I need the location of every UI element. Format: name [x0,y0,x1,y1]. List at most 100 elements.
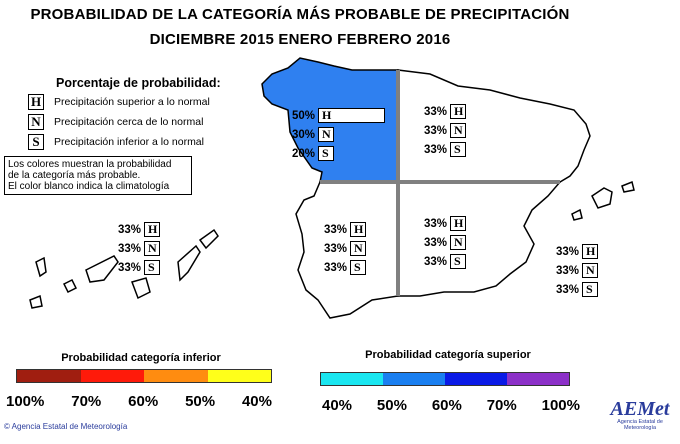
footer-copyright: © Agencia Estatal de Meteorología [4,422,128,431]
scale-superior-swatch-4 [507,373,569,385]
pct-n: 33% [324,242,348,255]
map-title: PROBABILIDAD DE LA CATEGORÍA MÁS PROBABL… [30,6,570,23]
legend-item-s: S Precipitación inferior a lo normal [28,134,258,150]
trio-canarias: 33% H 33% N 33% S [118,222,161,275]
scale-superior-tick-2: 50% [376,397,407,414]
island-fuerteventura [177,244,201,282]
prob-box-s: S [144,260,161,275]
prob-box-h: H [582,244,599,259]
legend-key-n: N [28,114,44,130]
scale-superior-swatch-3 [445,373,507,385]
pct-s: 33% [324,261,348,274]
legend-heading: Porcentaje de probabilidad: [56,76,221,90]
scale-inferior-tick-3: 60% [128,393,159,410]
legend-text-s: Precipitación inferior a lo normal [54,136,204,148]
prob-box-s: S [318,146,335,161]
scale-superior-bar [320,372,570,386]
scale-superior-ticks: 40% 50% 60% 70% 100% [322,397,580,414]
trio-northwest: 50% H 30% N 20% S [292,108,386,161]
island-lanzarote [198,228,219,250]
scale-superior-tick-3: 60% [431,397,462,414]
prob-box-n: N [318,127,335,142]
trio-northeast: 33% H 33% N 33% S [424,104,467,157]
scale-superior-tick-4: 70% [486,397,517,414]
pct-s: 33% [424,255,448,268]
pct-n: 33% [556,264,580,277]
pct-n: 33% [424,236,448,249]
pct-s: 20% [292,147,316,160]
scale-inferior-swatch-1 [17,370,81,382]
prob-box-s: S [350,260,367,275]
legend-note-line-3: El color blanco indica la climatología [8,181,170,192]
prob-box-n: N [450,123,467,138]
prob-box-h: H [144,222,161,237]
region-northeast [397,69,591,183]
prob-box-n: N [144,241,161,256]
island-ibiza [571,208,583,221]
prob-box-h: H [450,216,467,231]
trio-southwest: 33% H 33% N 33% S [324,222,367,275]
pct-n: 33% [424,124,448,137]
island-gran-canaria [131,277,151,300]
prob-box-s: S [450,142,467,157]
legend-key-s: S [28,134,44,150]
island-la-gomera [62,278,78,294]
legend-text-n: Precipitación cerca de lo normal [54,116,204,128]
map-subtitle: DICIEMBRE 2015 ENERO FEBRERO 2016 [149,31,451,48]
legend-item-h: H Precipitación superior a lo normal [28,94,258,110]
prob-box-s: S [582,282,599,297]
pct-n: 30% [292,128,316,141]
pct-s: 33% [424,143,448,156]
legend-item-n: N Precipitación cerca de lo normal [28,114,258,130]
island-menorca [621,180,635,193]
scale-inferior-swatch-2 [80,370,144,382]
legend-key-h: H [28,94,44,110]
scale-superior-tick-5: 100% [541,397,580,414]
pct-s: 33% [556,283,580,296]
legend: H Precipitación superior a lo normal N P… [28,94,258,150]
pct-h: 33% [424,217,448,230]
pct-s: 33% [118,261,142,274]
scale-inferior-tick-2: 70% [71,393,102,410]
scale-inferior-label: Probabilidad categoría inferior [61,352,221,364]
pct-h: 33% [324,223,348,236]
prob-box-n: N [582,263,599,278]
legend-note-line-1: Los colores muestran la probabilidad [8,159,172,170]
scale-inferior-swatch-3 [144,370,208,382]
pct-n: 33% [118,242,142,255]
pct-h: 33% [556,245,580,258]
scale-superior-label: Probabilidad categoría superior [365,349,531,361]
prob-box-n: N [450,235,467,250]
region-southeast [397,181,562,297]
prob-box-h: H [450,104,467,119]
trio-southeast: 33% H 33% N 33% S [424,216,467,269]
legend-text-h: Precipitación superior a lo normal [54,96,210,108]
scale-inferior-tick-4: 50% [185,393,216,410]
prob-box-s: S [450,254,467,269]
aemet-logo-text: AEMet [610,398,670,420]
scale-inferior-swatch-4 [207,370,271,382]
island-el-hierro [29,294,43,309]
island-mallorca [591,187,613,209]
scale-inferior-tick-1: 100% [6,393,45,410]
aemet-logo-subtitle: Agencia Estatal de Meteorología [617,419,663,431]
legend-note-line-2: de la categoría más probable. [8,170,141,181]
aemet-logo: AEMet Agencia Estatal de Meteorología [604,398,676,431]
region-southwest [295,181,399,319]
trio-baleares: 33% H 33% N 33% S [556,244,599,297]
scale-superior-tick-1: 40% [322,397,353,414]
scale-superior-swatch-2 [383,373,445,385]
legend-note: Los colores muestran la probabilidad de … [4,156,192,195]
scale-inferior-tick-5: 40% [241,393,272,410]
prob-box-h: H [350,222,367,237]
pct-h: 33% [118,223,142,236]
scale-inferior-ticks: 100% 70% 60% 50% 40% [6,393,272,410]
scale-inferior-bar [16,369,272,383]
prob-box-n: N [350,241,367,256]
island-la-palma [35,256,47,278]
pct-h: 33% [424,105,448,118]
pct-h: 50% [292,109,316,122]
prob-box-h: H [318,108,386,123]
scale-superior-swatch-1 [321,373,383,385]
